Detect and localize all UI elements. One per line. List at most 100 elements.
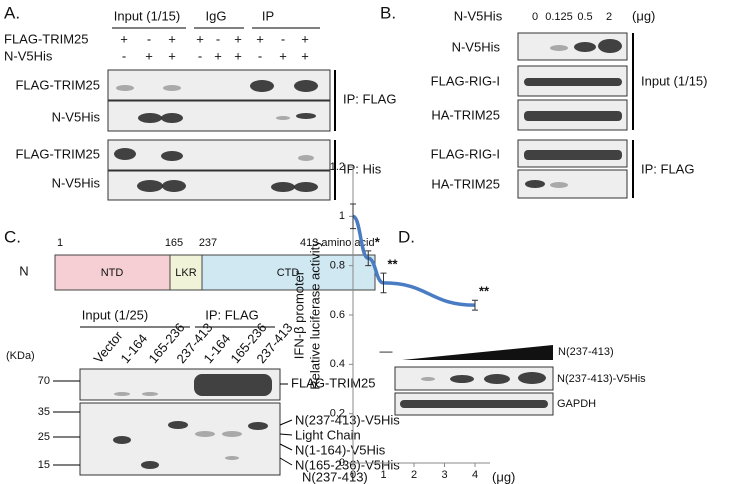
x-axis-unit: (μg) <box>492 469 515 484</box>
x-tick-label: 4 <box>472 469 478 481</box>
dose: 0 <box>532 11 538 23</box>
error-bar <box>365 250 372 267</box>
marker-ticks <box>53 380 293 466</box>
x-tick-label: 3 <box>441 469 447 481</box>
sign: + <box>279 48 287 63</box>
group-label: IP: FLAG <box>641 161 694 176</box>
position: 413 amino acid <box>300 237 375 249</box>
domain-label: LKR <box>175 267 196 279</box>
dose-label: N-V5His <box>454 8 503 23</box>
sign: + <box>256 31 264 46</box>
panel-label: D. <box>398 227 415 246</box>
marker: 70 <box>38 375 50 387</box>
n-label: N <box>19 263 28 278</box>
marker: 35 <box>38 406 50 418</box>
y-axis-label: Relative luciferase activity <box>307 240 322 390</box>
sign: - <box>216 31 220 46</box>
group-label: IgG <box>206 8 227 23</box>
error-bar <box>350 203 356 230</box>
blot-label: N-V5His <box>52 175 101 190</box>
sign: - <box>147 31 151 46</box>
annotation: ** <box>479 284 490 299</box>
blots <box>517 32 628 199</box>
error-bar <box>380 272 387 294</box>
bands <box>114 80 318 192</box>
x-tick-label: 0 <box>350 469 356 481</box>
x-tick-label: 1 <box>380 469 386 481</box>
group-label: Input (1/15) <box>641 73 708 88</box>
inset-blot-label: N(237-413)-V5His <box>557 373 646 385</box>
y-tick-label: 0.4 <box>330 358 345 370</box>
blot-label: HA-TRIM25 <box>431 107 500 122</box>
dose: 0.5 <box>577 11 592 23</box>
dose: 0.125 <box>545 11 573 23</box>
blot-label: N-V5His <box>452 39 501 54</box>
blot-label: FLAG-TRIM25 <box>15 77 100 92</box>
blot-label: Light Chain <box>295 427 361 442</box>
sign: - <box>198 48 202 63</box>
sign: + <box>120 31 128 46</box>
blot-label: N(237-413)-V5His <box>295 412 400 427</box>
position: 165 <box>165 237 183 249</box>
error-bar <box>472 299 478 311</box>
sign: + <box>168 31 176 46</box>
x-tick-label: 2 <box>411 469 417 481</box>
y-tick-label: 0.6 <box>330 309 345 321</box>
sign: + <box>234 48 242 63</box>
blot-label: FLAG-TRIM25 <box>291 375 376 390</box>
group-label: IP <box>262 8 274 23</box>
group-label: Input (1/25) <box>82 307 149 322</box>
blot-label: HA-TRIM25 <box>431 176 500 191</box>
y-axis-label: IFN-β promoter <box>291 270 306 359</box>
position: 237 <box>199 237 217 249</box>
sign: + <box>301 31 309 46</box>
inset <box>394 345 554 416</box>
ip-label: IP: His <box>343 161 382 176</box>
inset-blot-label: GAPDH <box>557 398 596 410</box>
line <box>352 214 476 307</box>
panel-label: B. <box>380 3 396 22</box>
sign: + <box>214 48 222 63</box>
domain-box <box>54 254 171 291</box>
group-label: Input (1/15) <box>114 8 181 23</box>
annotation: * <box>375 234 381 249</box>
y-tick-label: 0.2 <box>330 408 345 420</box>
unit: (μg) <box>632 8 655 23</box>
panel-label: C. <box>4 227 21 246</box>
kda-label: (KDa) <box>6 350 35 362</box>
sign: + <box>196 31 204 46</box>
marker: 25 <box>38 431 50 443</box>
blot <box>107 69 331 101</box>
inset-wedge-label: N(237-413) <box>558 346 614 358</box>
y-tick-label: 1 <box>339 210 345 222</box>
blot-label: FLAG-RIG-I <box>431 73 500 88</box>
inset-control-label: — <box>380 343 393 358</box>
position: 1 <box>57 237 63 249</box>
sign: - <box>281 31 285 46</box>
y-tick-label: 1.2 <box>330 161 345 173</box>
sign: - <box>122 48 126 63</box>
blot-label: FLAG-TRIM25 <box>15 146 100 161</box>
blot-label: N(165-236)-V5His <box>295 457 400 472</box>
y-tick-label: 0.8 <box>330 260 345 272</box>
sign: + <box>145 48 153 63</box>
x-axis-label: N(237-413) <box>302 469 368 484</box>
sign: + <box>234 31 242 46</box>
domain-box <box>169 254 203 291</box>
dose: 2 <box>606 11 612 23</box>
group-label: IP: FLAG <box>205 307 258 322</box>
sign: + <box>301 48 309 63</box>
panel-label: A. <box>4 3 20 22</box>
sign: + <box>168 48 176 63</box>
domain-label: CTD <box>277 267 300 279</box>
blot-label: N(1-164)-V5His <box>295 442 386 457</box>
blot-label: N-V5His <box>52 109 101 124</box>
blot-label: FLAG-RIG-I <box>431 146 500 161</box>
y-tick-label: 0 <box>339 457 345 469</box>
blot <box>107 139 331 171</box>
domain-label: NTD <box>101 267 124 279</box>
ip-label: IP: FLAG <box>343 91 396 106</box>
annotation: ** <box>387 257 398 272</box>
marker: 15 <box>38 459 50 471</box>
